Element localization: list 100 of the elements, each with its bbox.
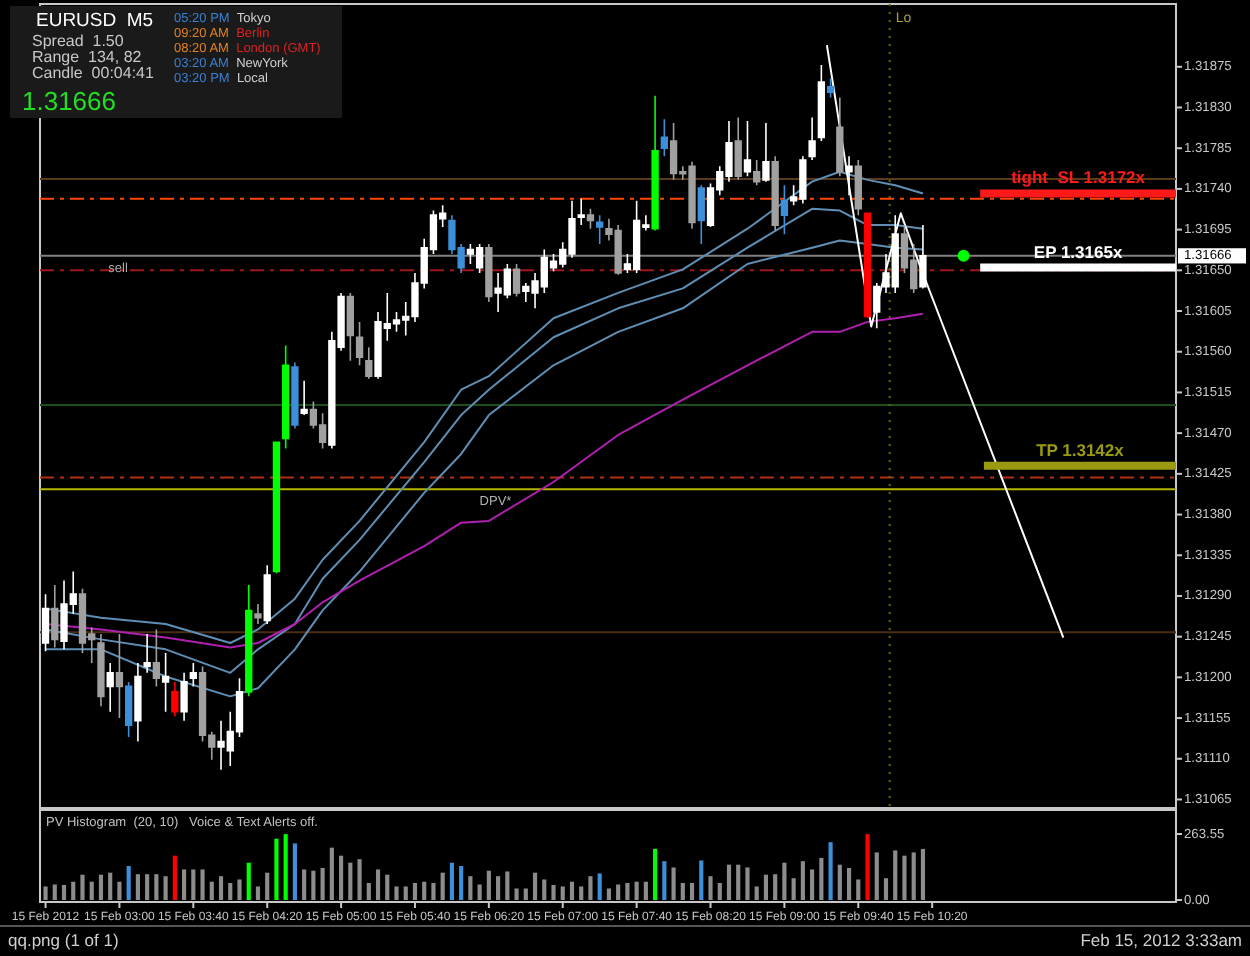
bar [920, 848, 926, 900]
bar [773, 874, 778, 900]
bar [385, 874, 390, 900]
bar [135, 874, 140, 900]
candlestick [134, 662, 142, 743]
bar [237, 879, 242, 900]
bar [43, 886, 48, 900]
bar [200, 869, 205, 900]
bar [182, 869, 187, 900]
candlestick [282, 344, 290, 450]
line-series [44, 312, 924, 649]
candlestick [762, 122, 770, 183]
candlestick [106, 662, 114, 713]
series-label: tight SL 1.3172x [1011, 167, 1146, 188]
candlestick [780, 184, 789, 235]
bar [819, 857, 824, 900]
bar [228, 882, 233, 900]
bar [893, 850, 898, 900]
bar [865, 834, 870, 900]
bar [126, 865, 131, 900]
bar [911, 852, 916, 900]
bar [597, 873, 602, 900]
candlestick [577, 198, 585, 226]
bar [588, 876, 593, 900]
bar [431, 882, 436, 900]
bar [625, 882, 630, 900]
candlestick [808, 116, 816, 161]
candlestick [365, 346, 373, 380]
bar [699, 860, 704, 900]
bar [689, 882, 695, 900]
bar [412, 882, 418, 900]
candlestick [355, 321, 364, 367]
candlestick [669, 122, 678, 181]
candlestick [586, 208, 595, 230]
bar [255, 886, 261, 900]
bar [163, 876, 168, 900]
candlestick [466, 243, 475, 265]
bar [459, 865, 464, 900]
bar [856, 879, 861, 900]
bar [523, 888, 528, 900]
annotation: Range 134, 82 [32, 48, 143, 66]
bar [800, 861, 805, 900]
bar [246, 862, 251, 900]
bar [791, 878, 796, 900]
candlestick [161, 652, 170, 713]
candlestick [660, 118, 668, 158]
candlestick [817, 64, 826, 142]
bar [532, 872, 538, 900]
bar [209, 881, 214, 900]
bar [782, 862, 787, 900]
bar [154, 874, 159, 900]
bar [339, 855, 344, 900]
bar [191, 869, 196, 900]
bar [348, 862, 353, 900]
bar [754, 886, 759, 900]
bar [449, 862, 454, 900]
bar [680, 882, 685, 900]
annotation: Spread 1.50 [32, 32, 125, 50]
bar [810, 869, 815, 900]
bar [440, 872, 445, 900]
bar [606, 888, 611, 900]
candlestick [300, 379, 308, 416]
bar [560, 886, 565, 900]
candlestick [254, 603, 262, 625]
candlestick [272, 441, 281, 575]
candlestick [97, 633, 105, 708]
bar [477, 884, 482, 900]
candlestick [475, 243, 484, 274]
candlestick [771, 155, 779, 232]
bar [145, 874, 150, 900]
annotation: Candle 00:04:41 [32, 64, 155, 82]
annotation: 1.31666 [22, 86, 116, 116]
bar [643, 881, 648, 900]
series-label: EP 1.3165x [1033, 241, 1123, 262]
candlestick [753, 159, 761, 187]
bar [616, 884, 621, 900]
bar [218, 876, 224, 900]
bar [375, 869, 381, 900]
bar [108, 872, 113, 900]
bar [496, 876, 501, 900]
bar [505, 871, 510, 900]
text: Feb 15, 2012 3:33am [1080, 930, 1242, 950]
bar [717, 882, 722, 900]
candlestick [734, 116, 742, 181]
candlestick [291, 361, 299, 430]
bar [403, 886, 408, 900]
bar [828, 842, 833, 900]
bar [357, 859, 362, 900]
bar [292, 843, 297, 900]
bar [736, 864, 741, 900]
series-label: TP 1.3142x [1036, 439, 1125, 460]
bar [726, 864, 732, 900]
bar [311, 870, 316, 900]
bar [98, 874, 104, 900]
candlestick [651, 94, 659, 232]
bar [846, 867, 852, 900]
candlestick [845, 155, 853, 197]
bar [634, 881, 639, 900]
candlestick [854, 159, 862, 216]
text: qq.png (1 of 1) [8, 930, 119, 950]
